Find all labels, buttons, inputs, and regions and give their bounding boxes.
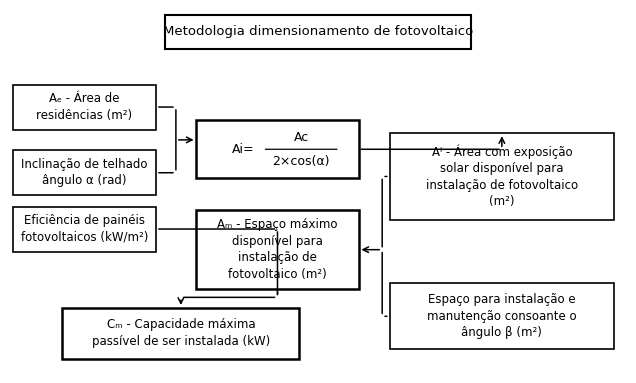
Text: Aₘ - Espaço máximo
disponível para
instalação de
fotovoltaico (m²): Aₘ - Espaço máximo disponível para insta… [218, 218, 338, 281]
Text: Inclinação de telhado
ângulo α (rad): Inclinação de telhado ângulo α (rad) [21, 158, 148, 188]
FancyBboxPatch shape [390, 283, 614, 349]
FancyBboxPatch shape [13, 150, 156, 195]
Text: Metodologia dimensionamento de fotovoltaico: Metodologia dimensionamento de fotovolta… [163, 26, 473, 38]
FancyBboxPatch shape [197, 210, 359, 289]
FancyBboxPatch shape [390, 133, 614, 219]
Text: Aᴵ - Área com exposição
solar disponível para
instalação de fotovoltaico
(m²): Aᴵ - Área com exposição solar disponível… [426, 144, 578, 208]
Text: Ai=: Ai= [232, 143, 254, 156]
Text: Espaço para instalação e
manutenção consoante o
ângulo β (m²): Espaço para instalação e manutenção cons… [427, 293, 577, 339]
FancyBboxPatch shape [62, 308, 300, 358]
Text: Aₑ - Área de
residências (m²): Aₑ - Área de residências (m²) [36, 92, 132, 122]
Text: 2×cos(α): 2×cos(α) [272, 155, 330, 168]
FancyBboxPatch shape [13, 206, 156, 252]
Text: Eficiência de painéis
fotovoltaicos (kW/m²): Eficiência de painéis fotovoltaicos (kW/… [20, 214, 148, 244]
Text: Cₘ - Capacidade máxima
passível de ser instalada (kW): Cₘ - Capacidade máxima passível de ser i… [92, 318, 270, 348]
FancyBboxPatch shape [165, 15, 471, 49]
Text: Ac: Ac [294, 131, 309, 144]
FancyBboxPatch shape [13, 85, 156, 129]
FancyBboxPatch shape [197, 120, 359, 178]
